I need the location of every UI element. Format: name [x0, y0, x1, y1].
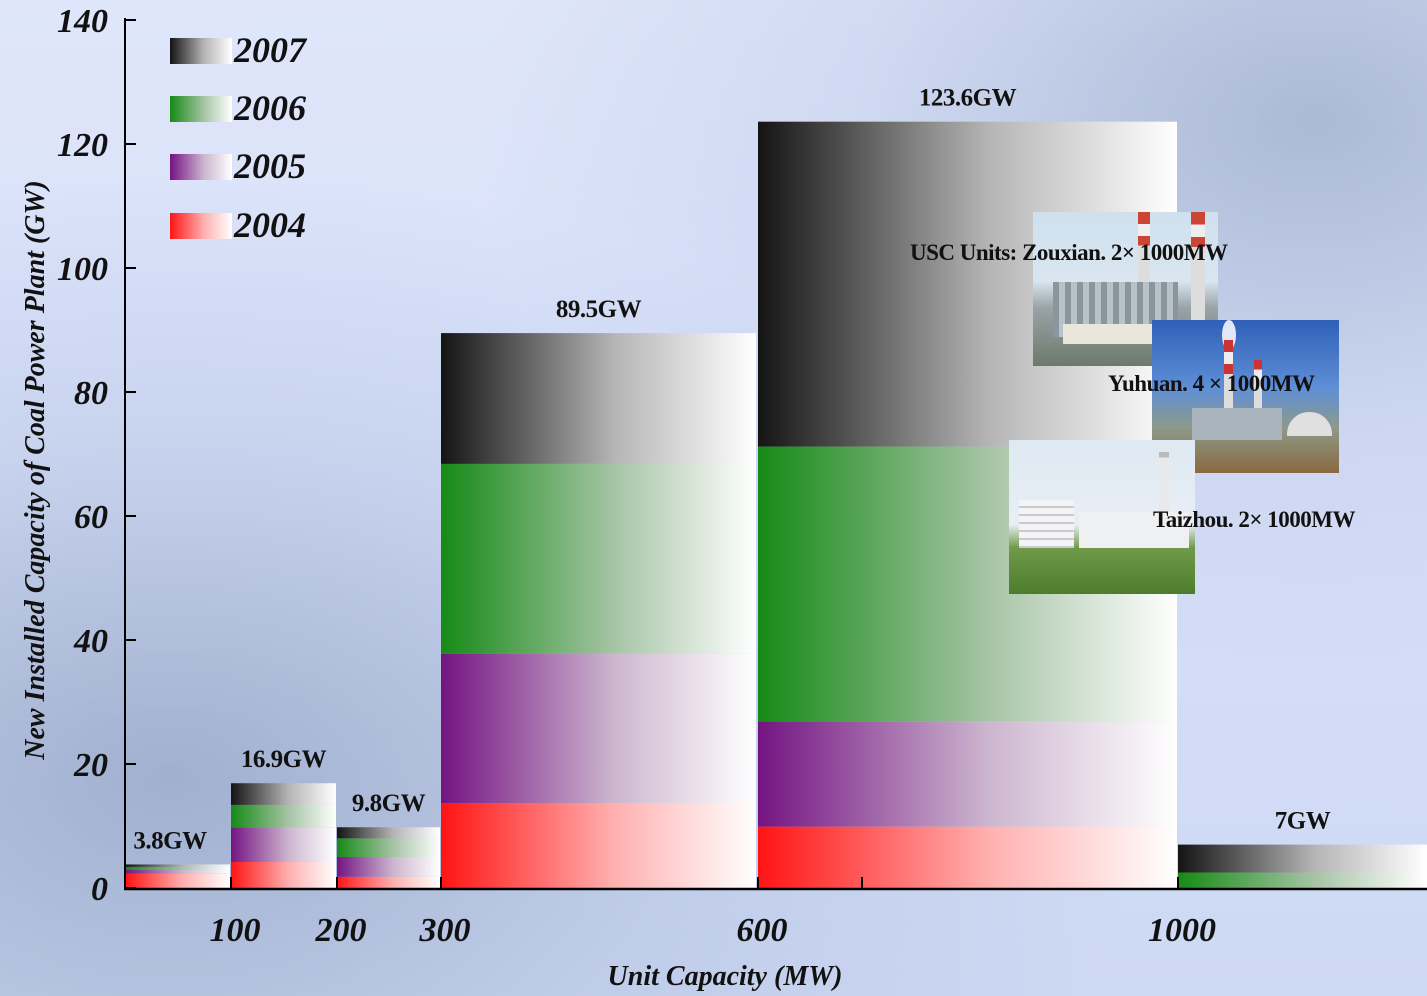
legend-swatch-2004: [170, 213, 232, 239]
legend-label-2004: 2004: [233, 205, 306, 245]
bar-total-label: 7GW: [1275, 808, 1331, 835]
bar-segment-100-200-2005: [231, 827, 336, 862]
bar-total-label: 123.6GW: [919, 85, 1017, 112]
bar-segment-100-200-2007: [231, 783, 336, 805]
bar-segment-600-1000-2005: [758, 721, 1177, 827]
x-tick-label: 100: [210, 912, 261, 949]
legend-swatch-2007: [170, 38, 232, 64]
bar-segment-<100-2004: [126, 873, 230, 888]
bar-segment-<100-2006: [126, 866, 230, 871]
y-tick-label: 20: [73, 747, 108, 784]
legend-label-2005: 2005: [233, 146, 306, 186]
y-tick-label: 140: [57, 3, 108, 40]
taizhou-caption: Taizhou. 2× 1000MW: [1153, 507, 1355, 532]
bar-segment-<100-2005: [126, 870, 230, 874]
bar-segment-300-600-2004: [441, 803, 756, 888]
y-tick-label: 60: [74, 499, 108, 536]
bar-segment-300-600-2005: [441, 653, 756, 804]
x-tick-label: 300: [419, 912, 471, 949]
bar-segment-100-200-2006: [231, 804, 336, 828]
bar-total-label: 9.8GW: [352, 790, 426, 817]
legend-swatch-2005: [170, 154, 232, 180]
bar-segment-200-300-2005: [337, 857, 440, 877]
y-tick-label: 0: [91, 871, 108, 908]
taizhou-plant-photo: [1009, 440, 1195, 594]
bar-segment-600-1000-2004: [758, 826, 1177, 888]
legend-label-2006: 2006: [233, 88, 306, 128]
zouxian-caption: USC Units: Zouxian. 2× 1000MW: [910, 240, 1228, 265]
x-tick-label: 1000: [1148, 912, 1216, 949]
y-tick-label: 100: [57, 251, 108, 288]
bar-total-label: 16.9GW: [241, 746, 327, 773]
legend-label-2007: 2007: [233, 30, 308, 70]
yuhuan-caption: Yuhuan. 4 × 1000MW: [1108, 371, 1315, 396]
bar-segment-200-300-2004: [337, 876, 440, 888]
bar-segment-100-200-2004: [231, 861, 336, 888]
bar-total-label: 89.5GW: [556, 296, 642, 323]
y-axis-label: New Installed Capacity of Coal Power Pla…: [20, 180, 51, 760]
bar-segment-<100-2007: [126, 864, 230, 867]
bar-segment-200-300-2006: [337, 838, 440, 857]
y-tick-label: 80: [74, 375, 108, 412]
bar-segment-300-600-2006: [441, 463, 756, 654]
bar-total-label: 3.8GW: [133, 827, 207, 854]
bar-segment-200-300-2007: [337, 827, 440, 839]
x-tick-label: 200: [315, 912, 367, 949]
bar-segment-300-600-2007: [441, 333, 756, 464]
legend-swatch-2006: [170, 96, 232, 122]
x-axis-label: Unit Capacity (MW): [608, 961, 843, 992]
x-tick-label: 600: [737, 912, 788, 949]
bar-segment->1000-2007: [1178, 844, 1427, 873]
y-tick-label: 40: [73, 623, 108, 660]
bar-segment->1000-2006: [1178, 872, 1427, 888]
y-tick-label: 120: [57, 127, 108, 164]
